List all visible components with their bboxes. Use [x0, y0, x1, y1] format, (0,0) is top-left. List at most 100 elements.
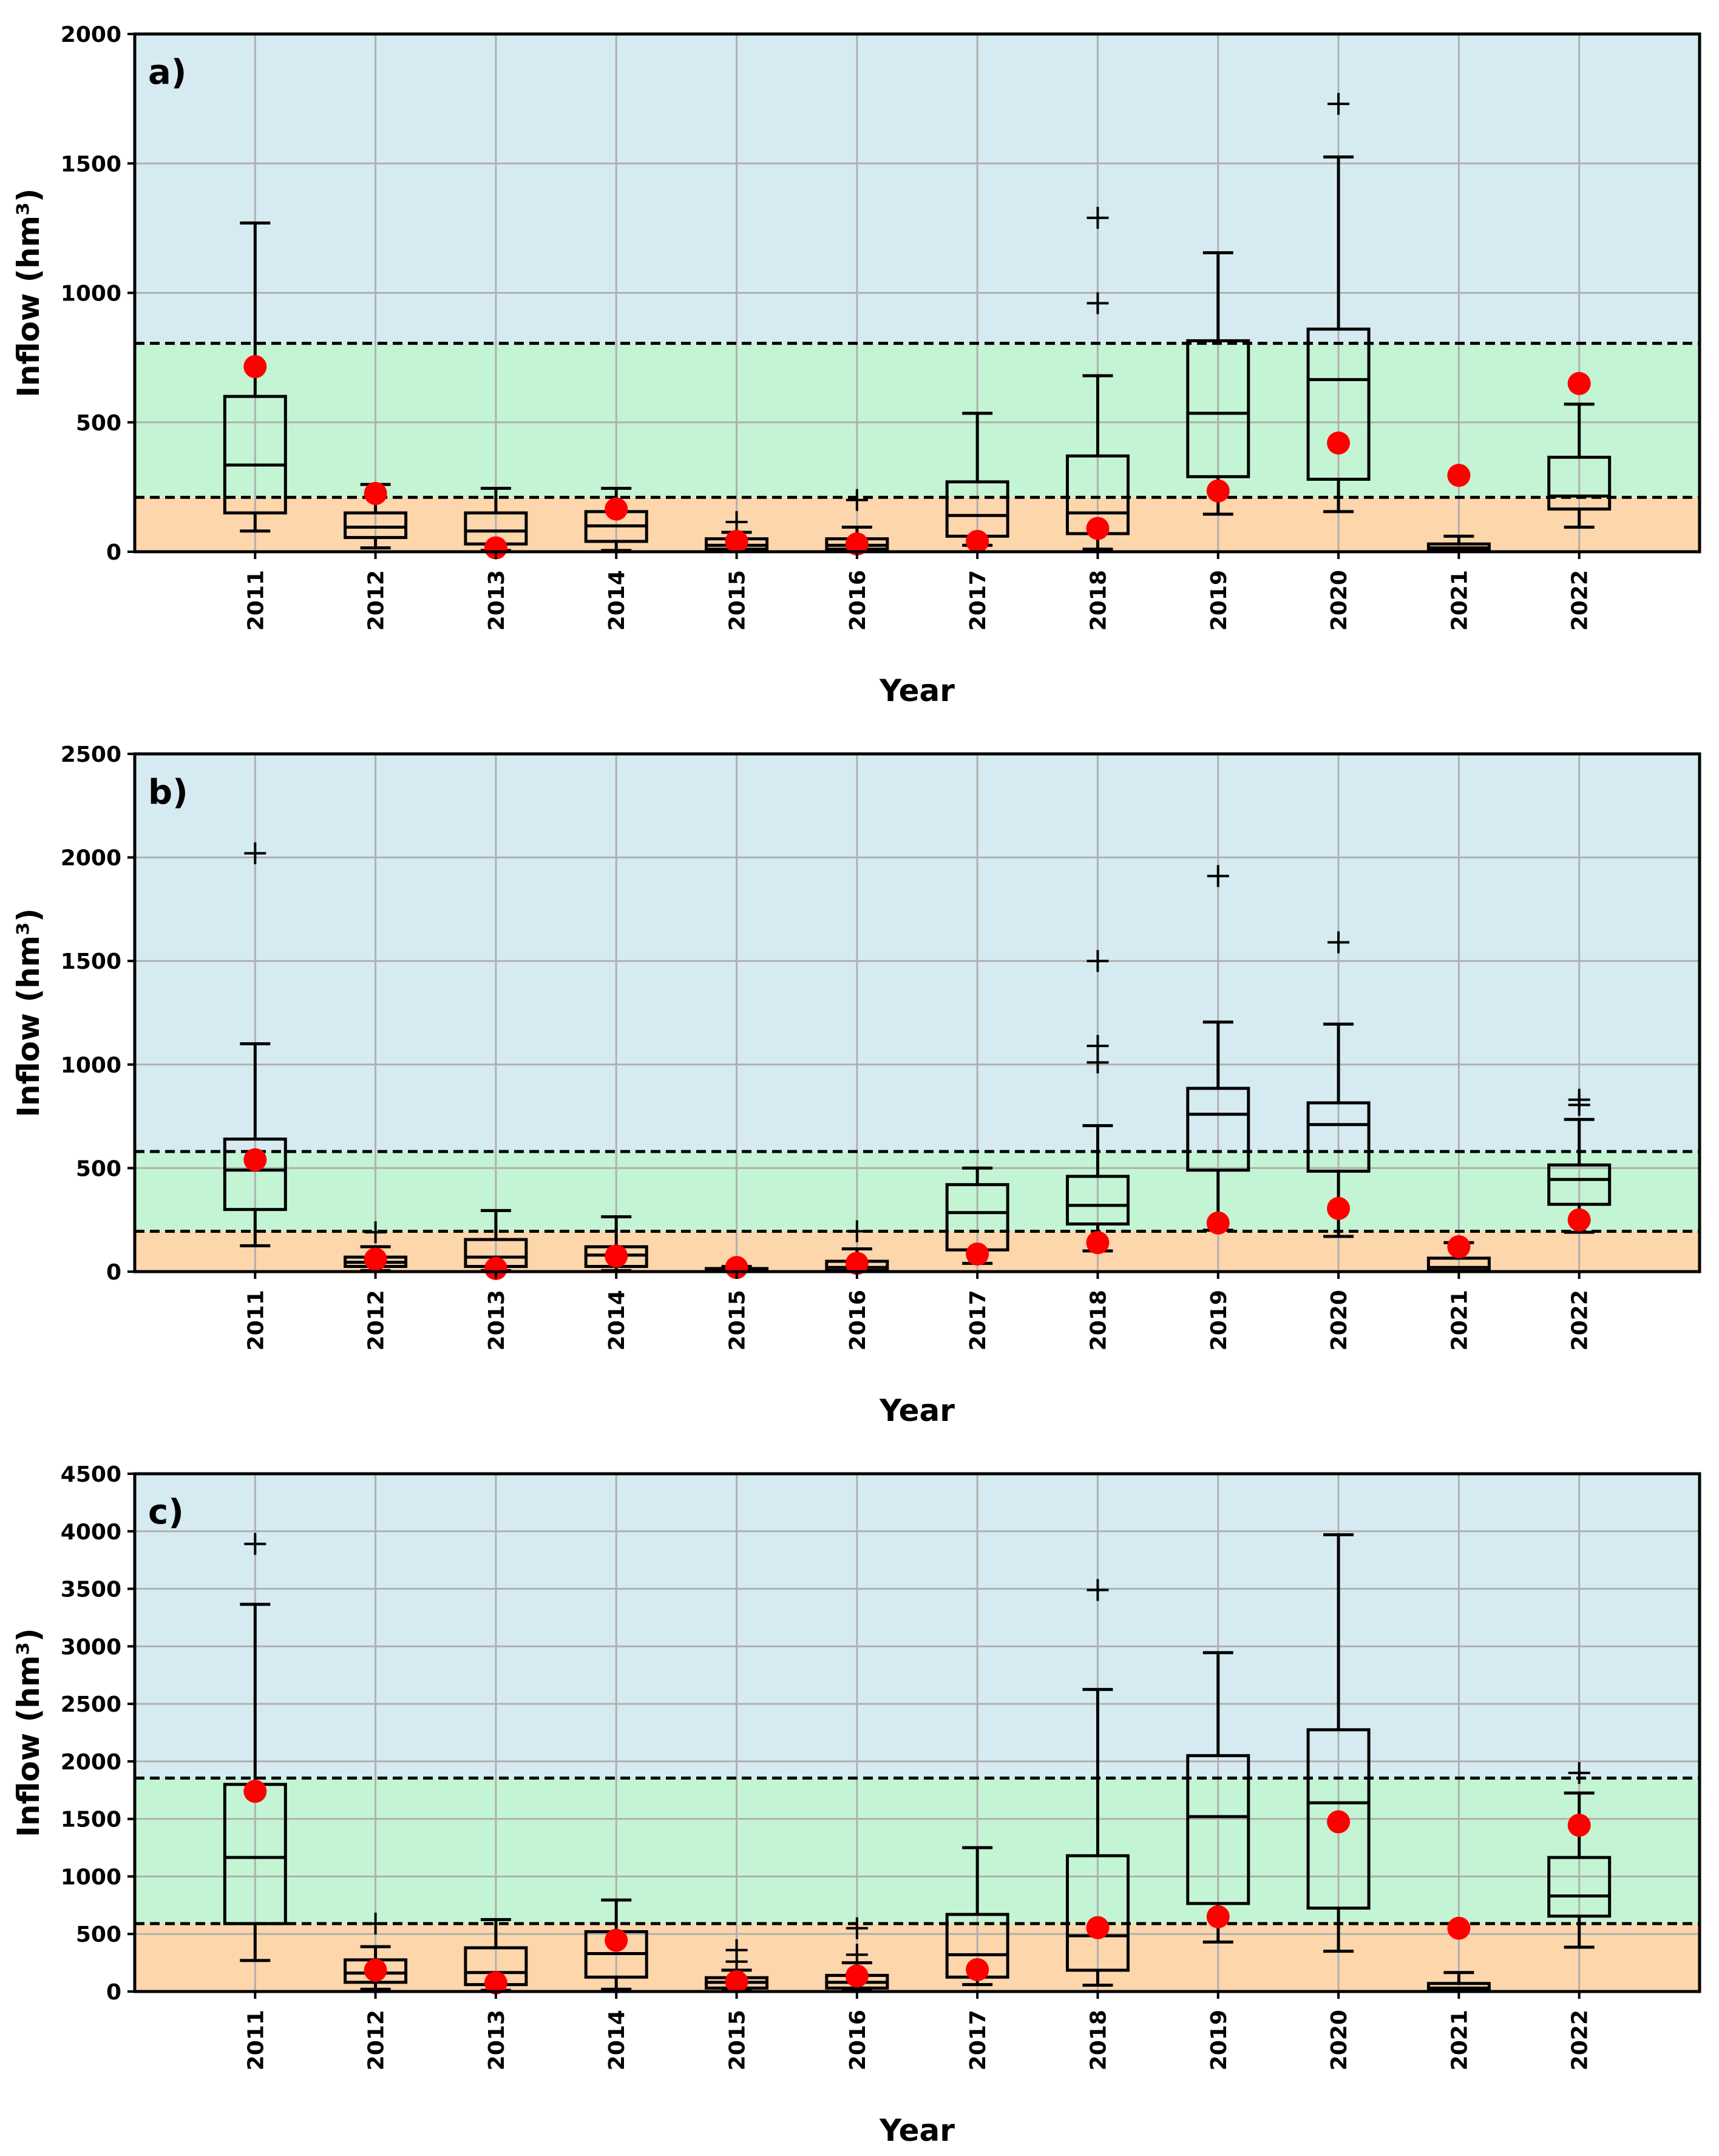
x-tick-label: 2017 — [966, 1290, 991, 1351]
x-tick-label: 2018 — [1086, 570, 1111, 631]
zone-normal — [135, 343, 1700, 498]
x-tick-label: 2017 — [966, 570, 991, 631]
observed-point — [1327, 1810, 1351, 1834]
y-axis-title: Inflow (hm³) — [11, 188, 46, 398]
observed-point — [1567, 371, 1591, 395]
outlier-marker — [1568, 1761, 1590, 1784]
observed-point — [243, 1148, 267, 1171]
outlier-marker — [725, 510, 748, 533]
x-tick-label: 2015 — [725, 1290, 750, 1351]
box-iqr — [1547, 1163, 1612, 1206]
observed-point — [605, 497, 628, 521]
outlier-marker — [244, 842, 266, 864]
box-iqr — [1547, 455, 1612, 511]
observed-point — [1086, 1916, 1110, 1939]
x-tick-label: 2020 — [1327, 570, 1352, 631]
panel-label: c) — [148, 1493, 184, 1532]
box-2018 — [1065, 950, 1130, 1253]
chart-panel-1: 0 500 1000 1500 2000 2011 2012 2013 2014 2015 2016… — [11, 22, 1701, 708]
box-2020 — [1306, 931, 1371, 1238]
x-tick-label: 2011 — [243, 1290, 268, 1351]
chart-panel-2: 0 500 1000 1500 2000 2500 2011 2012 2013 2014 2015… — [11, 742, 1701, 1428]
observed-point — [1206, 1905, 1230, 1928]
y-tick-label: 3000 — [61, 1635, 121, 1659]
box-iqr — [1306, 327, 1371, 481]
outlier-marker — [1087, 292, 1109, 314]
x-tick-label: 2022 — [1568, 1290, 1593, 1351]
zone-normal — [135, 1151, 1700, 1232]
x-tick-label: 2016 — [846, 570, 870, 631]
outlier-marker — [846, 489, 868, 511]
observed-point — [966, 1242, 989, 1266]
box-iqr — [1065, 1175, 1130, 1226]
observed-point — [1447, 464, 1471, 487]
x-tick-label: 2011 — [243, 2010, 268, 2070]
zone-normal — [135, 1778, 1700, 1924]
zone-low — [135, 1231, 1700, 1272]
outlier-marker — [1207, 865, 1229, 887]
outlier-marker — [244, 1533, 266, 1555]
observed-point — [243, 355, 267, 379]
y-tick-label: 2000 — [61, 1750, 121, 1775]
x-axis-title: Year — [879, 673, 955, 708]
outlier-marker — [364, 1221, 387, 1244]
y-tick-label: 1500 — [61, 152, 121, 177]
x-tick-label: 2019 — [1207, 2010, 1232, 2070]
y-tick-label: 2500 — [61, 1692, 121, 1717]
observed-point — [966, 1958, 989, 1981]
x-tick-label: 2021 — [1447, 1290, 1472, 1351]
y-axis-title: Inflow (hm³) — [11, 908, 46, 1117]
y-tick-label: 4500 — [61, 1462, 121, 1487]
observed-point — [1447, 1235, 1471, 1259]
observed-point — [966, 529, 989, 553]
box-2022 — [1547, 402, 1612, 529]
y-tick-label: 500 — [76, 411, 121, 436]
x-tick-label: 2018 — [1086, 1290, 1111, 1351]
y-tick-label: 1000 — [61, 1053, 121, 1078]
x-tick-label: 2015 — [725, 570, 750, 631]
x-tick-label: 2014 — [605, 1290, 629, 1351]
x-tick-label: 2012 — [364, 2010, 389, 2070]
outlier-marker — [1327, 931, 1350, 954]
observed-point — [484, 1256, 507, 1280]
observed-point — [1327, 431, 1351, 455]
box-2020 — [1306, 1533, 1371, 1953]
box-iqr — [1306, 1101, 1371, 1173]
axes-frame — [133, 752, 1701, 1273]
chart-panels: 0 500 1000 1500 2000 2011 2012 2013 2014 2015 2016… — [11, 22, 1701, 2148]
x-tick-label: 2012 — [364, 1290, 389, 1351]
y-tick-label: 0 — [106, 540, 121, 565]
observed-point — [725, 1256, 748, 1280]
box-iqr — [223, 395, 287, 515]
y-tick-label: 500 — [76, 1156, 121, 1181]
observed-point — [605, 1928, 628, 1952]
observed-point — [484, 536, 507, 560]
x-tick-label: 2022 — [1568, 570, 1593, 631]
x-tick-label: 2011 — [243, 570, 268, 631]
observed-point — [845, 532, 869, 556]
y-tick-label: 2500 — [61, 742, 121, 767]
outlier-marker — [846, 1917, 868, 1939]
observed-point — [845, 1252, 869, 1275]
box-2020 — [1306, 93, 1371, 514]
panel-label: a) — [148, 53, 186, 92]
box-iqr — [1547, 1856, 1612, 1918]
y-tick-label: 500 — [76, 1922, 121, 1947]
observed-point — [1086, 1231, 1110, 1255]
observed-point — [1567, 1208, 1591, 1232]
outlier-marker — [1327, 93, 1350, 115]
observed-point — [1206, 479, 1230, 503]
observed-point — [845, 1964, 869, 1988]
outlier-marker — [725, 1939, 748, 1961]
x-tick-label: 2020 — [1327, 1290, 1352, 1351]
zone-high — [135, 754, 1700, 1152]
box-iqr — [1306, 1728, 1371, 1910]
outlier-marker — [1568, 1088, 1590, 1111]
y-tick-label: 0 — [106, 1260, 121, 1285]
x-tick-label: 2016 — [846, 2010, 870, 2070]
outlier-marker — [1087, 206, 1109, 229]
x-tick-label: 2014 — [605, 570, 629, 631]
y-tick-label: 4000 — [61, 1520, 121, 1545]
y-tick-label: 2000 — [61, 22, 121, 47]
axes-frame — [133, 1472, 1701, 1993]
